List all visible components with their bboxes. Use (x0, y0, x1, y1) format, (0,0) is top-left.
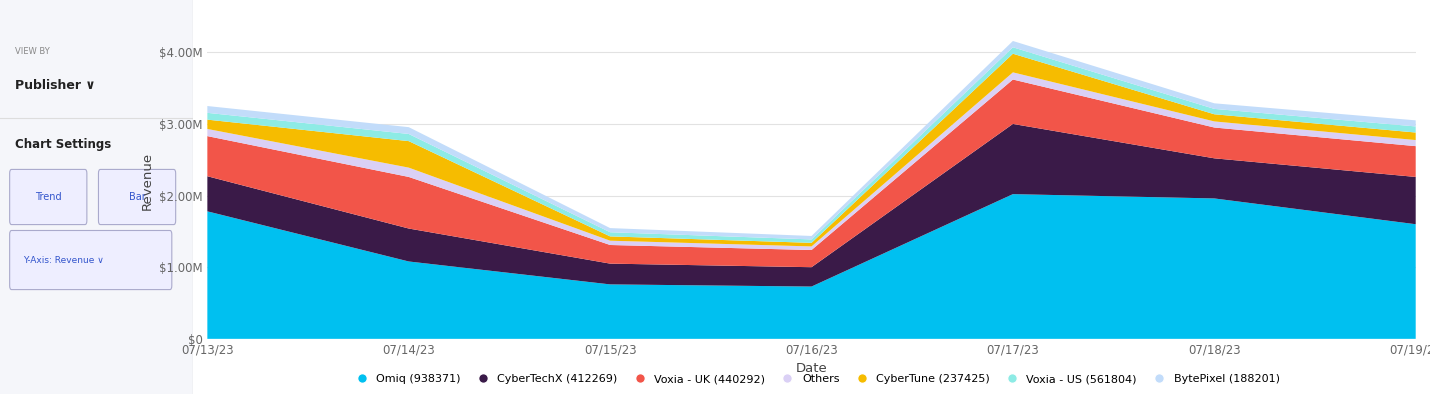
Text: Publisher ∨: Publisher ∨ (16, 79, 96, 92)
Text: VIEW BY: VIEW BY (16, 47, 50, 56)
Text: Chart Settings: Chart Settings (16, 138, 112, 151)
Text: Y-Axis: Revenue ∨: Y-Axis: Revenue ∨ (23, 256, 104, 264)
X-axis label: Date: Date (795, 362, 828, 375)
Legend: Omiq (938371), CyberTechX (412269), Voxia - UK (440292), Others, CyberTune (2374: Omiq (938371), CyberTechX (412269), Voxi… (346, 370, 1284, 388)
FancyBboxPatch shape (10, 169, 87, 225)
Text: Trend: Trend (34, 192, 61, 202)
FancyBboxPatch shape (10, 230, 172, 290)
Text: Bar: Bar (129, 192, 146, 202)
Y-axis label: Revenue: Revenue (140, 152, 153, 210)
FancyBboxPatch shape (99, 169, 176, 225)
